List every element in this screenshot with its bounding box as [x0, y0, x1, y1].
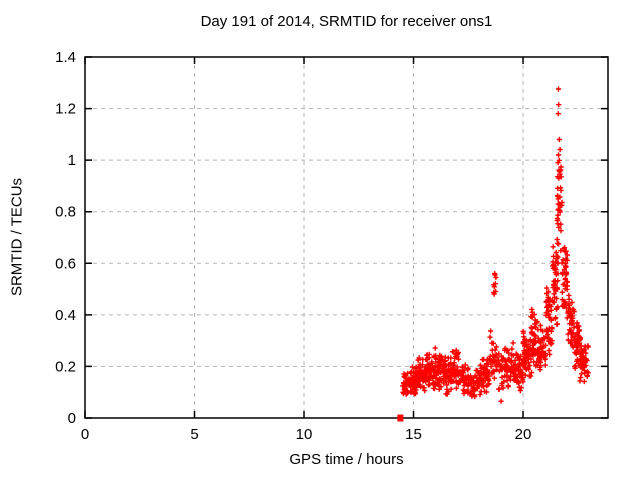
y-axis-label: SRMTID / TECUs [8, 177, 26, 297]
y-tick-label: 0.2 [55, 358, 76, 375]
chart-title: Day 191 of 2014, SRMTID for receiver ons… [200, 13, 493, 30]
x-tick-label: 20 [515, 426, 532, 443]
x-tick-label: 10 [296, 426, 313, 443]
zero-value-square-marker [397, 414, 404, 422]
tick-marks [84, 56, 608, 419]
y-tick-label: 0.8 [55, 204, 76, 221]
x-axis-label: GPS time / hours [289, 451, 404, 468]
plot-border [84, 56, 609, 419]
y-tick-label: 1 [68, 152, 76, 169]
x-tick-label: 15 [405, 426, 422, 443]
y-tick-label: 1.4 [55, 49, 76, 66]
y-tick-label: 0 [68, 410, 76, 427]
x-tick-label: 5 [190, 426, 198, 443]
y-tick-label: 0.6 [55, 255, 76, 272]
y-tick-label: 0.4 [55, 307, 76, 324]
srmtid-scatter-points [400, 86, 591, 404]
y-tick-label: 1.2 [55, 101, 76, 118]
x-tick-label: 0 [81, 426, 89, 443]
